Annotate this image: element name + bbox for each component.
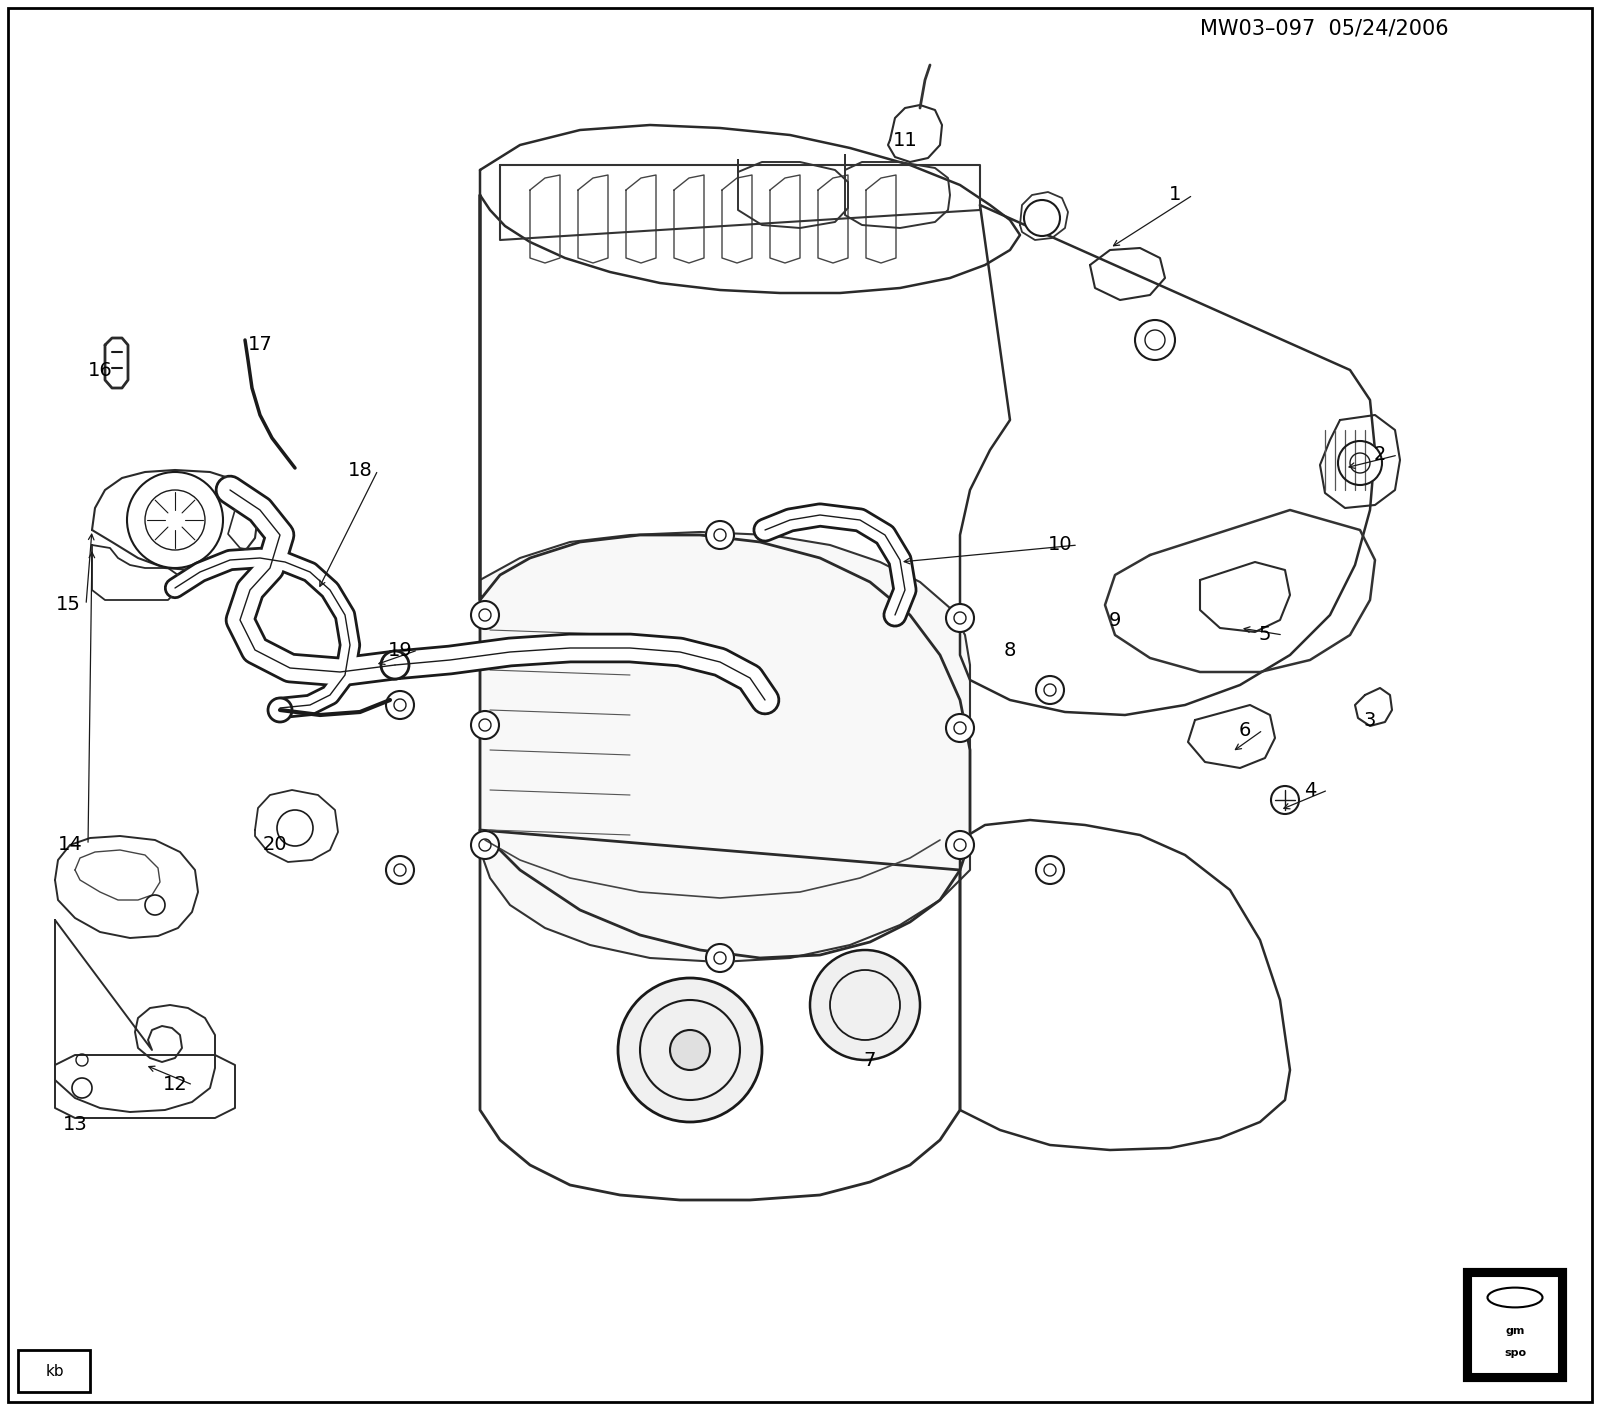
Circle shape xyxy=(706,945,734,971)
Circle shape xyxy=(1134,320,1174,360)
Text: 3: 3 xyxy=(1363,711,1376,729)
Text: 11: 11 xyxy=(893,131,917,149)
Text: 12: 12 xyxy=(163,1076,187,1094)
Text: 20: 20 xyxy=(262,836,288,854)
Circle shape xyxy=(706,522,734,548)
Circle shape xyxy=(146,895,165,915)
Circle shape xyxy=(946,713,974,742)
Circle shape xyxy=(946,603,974,632)
Text: 17: 17 xyxy=(248,336,272,354)
Circle shape xyxy=(946,830,974,859)
Text: 5: 5 xyxy=(1259,626,1272,644)
Circle shape xyxy=(386,691,414,719)
Text: 2: 2 xyxy=(1374,446,1386,464)
Circle shape xyxy=(386,856,414,884)
Circle shape xyxy=(470,711,499,739)
Text: 15: 15 xyxy=(56,595,80,615)
Bar xyxy=(18,1349,90,1392)
Text: gm: gm xyxy=(1506,1325,1525,1335)
Circle shape xyxy=(670,1029,710,1070)
Text: 9: 9 xyxy=(1109,611,1122,629)
Circle shape xyxy=(618,979,762,1122)
Text: kb: kb xyxy=(46,1363,64,1379)
Text: 6: 6 xyxy=(1238,721,1251,739)
Text: 7: 7 xyxy=(864,1050,877,1070)
Circle shape xyxy=(381,651,410,680)
Text: 16: 16 xyxy=(88,361,112,379)
Circle shape xyxy=(470,601,499,629)
Circle shape xyxy=(470,830,499,859)
Circle shape xyxy=(1270,785,1299,814)
Circle shape xyxy=(277,809,314,846)
Text: spo: spo xyxy=(1504,1348,1526,1358)
Circle shape xyxy=(1037,856,1064,884)
Circle shape xyxy=(269,698,291,722)
Text: 14: 14 xyxy=(58,836,82,854)
Ellipse shape xyxy=(1488,1287,1542,1307)
Text: MW03–097  05/24/2006: MW03–097 05/24/2006 xyxy=(1200,18,1448,38)
Circle shape xyxy=(810,950,920,1060)
Text: 18: 18 xyxy=(347,461,373,479)
Text: 10: 10 xyxy=(1048,536,1072,554)
Bar xyxy=(1466,1270,1565,1380)
Polygon shape xyxy=(480,532,970,962)
Circle shape xyxy=(1024,200,1059,235)
Text: 8: 8 xyxy=(1003,640,1016,660)
Text: 19: 19 xyxy=(387,640,413,660)
Circle shape xyxy=(1037,675,1064,704)
Circle shape xyxy=(1338,441,1382,485)
Bar xyxy=(1470,1276,1558,1373)
Text: 1: 1 xyxy=(1170,186,1181,204)
Text: 13: 13 xyxy=(62,1115,88,1135)
Text: 4: 4 xyxy=(1304,781,1317,799)
Circle shape xyxy=(72,1079,93,1098)
